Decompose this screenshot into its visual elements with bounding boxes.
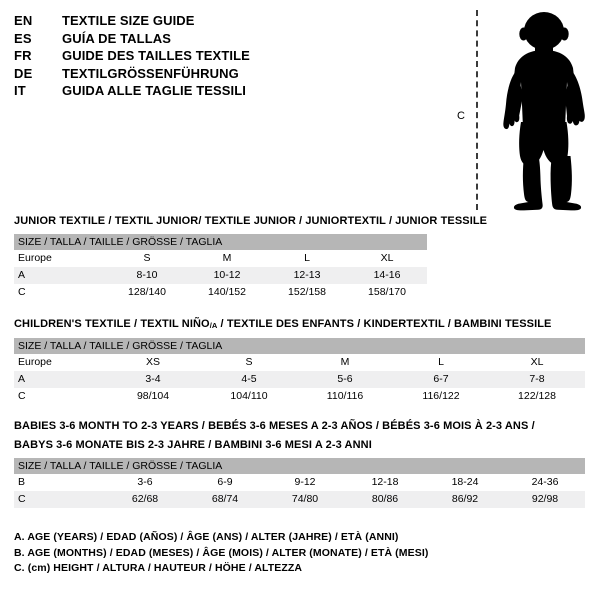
babies-cell: 18-24 bbox=[425, 474, 505, 491]
babies-band-header-label: SIZE / TALLA / TAILLE / GRÖSSE / TAGLIA bbox=[14, 458, 585, 474]
language-title-block: EN TEXTILE SIZE GUIDE ES GUÍA DE TALLAS … bbox=[14, 12, 314, 100]
language-code-fr: FR bbox=[14, 48, 32, 63]
junior-cell: 152/158 bbox=[267, 284, 347, 301]
children-section-title: CHILDREN'S TEXTILE / TEXTIL NIÑO/A / TEX… bbox=[14, 317, 585, 332]
babies-cell: 6-9 bbox=[185, 474, 265, 491]
children-cell: 6-7 bbox=[393, 371, 489, 388]
children-title-subscript: /A bbox=[209, 321, 218, 330]
junior-cell: L bbox=[267, 250, 347, 267]
children-title-pre: CHILDREN'S TEXTILE / TEXTIL NIÑO bbox=[14, 318, 210, 330]
junior-row-label-europe: Europe bbox=[14, 250, 107, 267]
language-row: DE TEXTILGRÖSSENFÜHRUNG bbox=[14, 65, 314, 83]
babies-row-label-b: B bbox=[14, 474, 105, 491]
children-cell: 122/128 bbox=[489, 388, 586, 405]
height-label-c: C bbox=[457, 110, 465, 122]
children-cell: S bbox=[201, 354, 297, 371]
babies-cell: 92/98 bbox=[505, 491, 585, 508]
children-cell: M bbox=[297, 354, 393, 371]
language-row: IT GUIDA ALLE TAGLIE TESSILI bbox=[14, 82, 314, 100]
junior-cell: 12-13 bbox=[267, 267, 347, 284]
height-dashed-line bbox=[476, 10, 478, 210]
junior-cell: 128/140 bbox=[107, 284, 187, 301]
babies-cell: 3-6 bbox=[105, 474, 185, 491]
table-row: Europe S M L XL bbox=[14, 250, 428, 267]
language-row: FR GUIDE DES TAILLES TEXTILE bbox=[14, 47, 314, 65]
language-row: ES GUÍA DE TALLAS bbox=[14, 30, 314, 48]
junior-section-title: JUNIOR TEXTILE / TEXTIL JUNIOR/ TEXTILE … bbox=[14, 215, 488, 227]
babies-cell: 68/74 bbox=[185, 491, 265, 508]
table-row: A 3-4 4-5 5-6 6-7 7-8 bbox=[14, 371, 586, 388]
table-row: B 3-6 6-9 9-12 12-18 18-24 24-36 bbox=[14, 474, 585, 491]
children-cell: 4-5 bbox=[201, 371, 297, 388]
junior-size-table: SIZE / TALLA / TAILLE / GRÖSSE / TAGLIA … bbox=[14, 234, 428, 301]
junior-table-band-header: SIZE / TALLA / TAILLE / GRÖSSE / TAGLIA bbox=[14, 234, 428, 250]
babies-cell: 9-12 bbox=[265, 474, 345, 491]
junior-cell: 140/152 bbox=[187, 284, 267, 301]
children-title-post: / TEXTILE DES ENFANTS / KINDERTEXTIL / B… bbox=[217, 318, 552, 330]
babies-cell: 24-36 bbox=[505, 474, 585, 491]
children-cell: XL bbox=[489, 354, 586, 371]
table-row: Europe XS S M L XL bbox=[14, 354, 586, 371]
table-row: C 62/68 68/74 74/80 80/86 86/92 92/98 bbox=[14, 491, 585, 508]
babies-cell: 86/92 bbox=[425, 491, 505, 508]
junior-row-label-c: C bbox=[14, 284, 107, 301]
junior-band-header-label: SIZE / TALLA / TAILLE / GRÖSSE / TAGLIA bbox=[14, 234, 428, 250]
children-cell: 3-4 bbox=[105, 371, 201, 388]
junior-cell: XL bbox=[347, 250, 428, 267]
babies-size-table: SIZE / TALLA / TAILLE / GRÖSSE / TAGLIA … bbox=[14, 458, 585, 508]
language-title-es: GUÍA DE TALLAS bbox=[62, 30, 172, 46]
language-code-de: DE bbox=[14, 65, 33, 81]
language-title-en: TEXTILE SIZE GUIDE bbox=[62, 13, 195, 28]
babies-section-title-line2: BABYS 3-6 MONATE BIS 2-3 JAHRE / BAMBINI… bbox=[14, 439, 372, 451]
junior-cell: 10-12 bbox=[187, 267, 267, 284]
children-row-label-europe: Europe bbox=[14, 354, 105, 371]
legend-row-a: A. AGE (YEARS) / EDAD (AÑOS) / ÂGE (ANS)… bbox=[14, 531, 399, 543]
children-cell: 98/104 bbox=[105, 388, 201, 405]
children-table-band-header: SIZE / TALLA / TAILLE / GRÖSSE / TAGLIA bbox=[14, 338, 586, 354]
section-babies-textile: BABIES 3-6 MONTH TO 2-3 YEARS / BEBÉS 3-… bbox=[14, 419, 585, 508]
language-row: EN TEXTILE SIZE GUIDE bbox=[14, 12, 314, 30]
language-code-it: IT bbox=[14, 83, 26, 98]
section-junior-textile: JUNIOR TEXTILE / TEXTIL JUNIOR/ TEXTILE … bbox=[14, 214, 487, 301]
junior-row-label-a: A bbox=[14, 267, 107, 284]
babies-table-band-header: SIZE / TALLA / TAILLE / GRÖSSE / TAGLIA bbox=[14, 458, 585, 474]
height-measurement-figure: C bbox=[440, 6, 600, 211]
language-title-de: TEXTILGRÖSSENFÜHRUNG bbox=[62, 65, 239, 81]
children-cell: 104/110 bbox=[201, 388, 297, 405]
children-cell: L bbox=[393, 354, 489, 371]
legend-row-b: B. AGE (MONTHS) / EDAD (MESES) / ÂGE (MO… bbox=[14, 546, 429, 559]
junior-cell: M bbox=[187, 250, 267, 267]
junior-cell: 14-16 bbox=[347, 267, 428, 284]
junior-cell: S bbox=[107, 250, 187, 267]
legend-row-c: C. (cm) HEIGHT / ALTURA / HAUTEUR / HÖHE… bbox=[14, 562, 303, 574]
language-code-en: EN bbox=[14, 13, 33, 28]
children-cell: XS bbox=[105, 354, 201, 371]
babies-cell: 12-18 bbox=[345, 474, 425, 491]
language-code-es: ES bbox=[14, 30, 32, 46]
table-row: A 8-10 10-12 12-13 14-16 bbox=[14, 267, 428, 284]
child-silhouette-icon bbox=[503, 12, 585, 211]
children-band-header-label: SIZE / TALLA / TAILLE / GRÖSSE / TAGLIA bbox=[14, 338, 586, 354]
children-cell: 116/122 bbox=[393, 388, 489, 405]
children-size-table: SIZE / TALLA / TAILLE / GRÖSSE / TAGLIA … bbox=[14, 338, 586, 405]
section-childrens-textile: CHILDREN'S TEXTILE / TEXTIL NIÑO/A / TEX… bbox=[14, 317, 586, 405]
babies-section-title-line1: BABIES 3-6 MONTH TO 2-3 YEARS / BEBÉS 3-… bbox=[14, 420, 535, 432]
junior-cell: 158/170 bbox=[347, 284, 428, 301]
babies-cell: 80/86 bbox=[345, 491, 425, 508]
babies-cell: 62/68 bbox=[105, 491, 185, 508]
babies-row-label-c: C bbox=[14, 491, 105, 508]
children-cell: 110/116 bbox=[297, 388, 393, 405]
children-row-label-c: C bbox=[14, 388, 105, 405]
language-title-it: GUIDA ALLE TAGLIE TESSILI bbox=[62, 83, 247, 98]
language-title-fr: GUIDE DES TAILLES TEXTILE bbox=[62, 48, 250, 63]
children-cell: 5-6 bbox=[297, 371, 393, 388]
children-cell: 7-8 bbox=[489, 371, 586, 388]
table-row: C 128/140 140/152 152/158 158/170 bbox=[14, 284, 428, 301]
babies-cell: 74/80 bbox=[265, 491, 345, 508]
table-row: C 98/104 104/110 110/116 116/122 122/128 bbox=[14, 388, 586, 405]
children-row-label-a: A bbox=[14, 371, 105, 388]
legend-block: A. AGE (YEARS) / EDAD (AÑOS) / ÂGE (ANS)… bbox=[14, 530, 428, 577]
junior-cell: 8-10 bbox=[107, 267, 187, 284]
